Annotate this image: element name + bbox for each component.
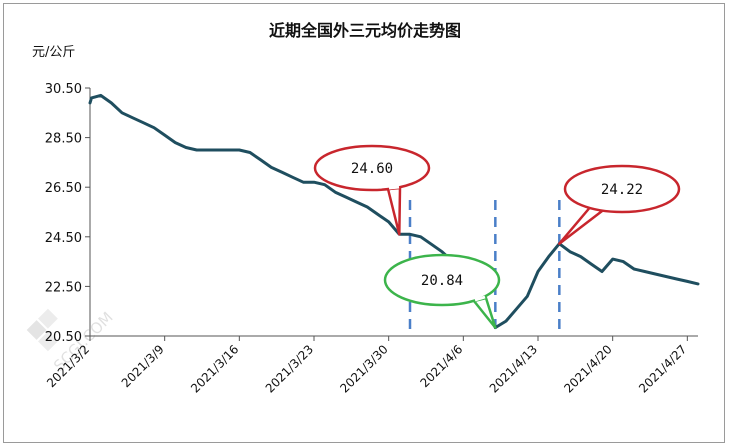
x-tick-label: 2021/4/13	[487, 342, 540, 395]
y-tick-label: 26.50	[45, 181, 82, 196]
y-tick-label: 22.50	[45, 280, 82, 295]
y-axis-unit-label: 元/公斤	[32, 45, 76, 60]
watermark-mark	[26, 320, 47, 340]
callout-seam	[592, 202, 606, 209]
y-tick-label: 28.50	[45, 132, 82, 147]
y-tick-label: 24.50	[45, 231, 82, 246]
x-tick-label: 2021/4/20	[561, 342, 614, 395]
callout-seam	[388, 185, 400, 190]
callout-value-label: 20.84	[421, 273, 463, 289]
callout-bubble	[563, 164, 681, 214]
callout-pointer	[472, 296, 497, 329]
x-tick-label: 2021/3/23	[263, 342, 316, 395]
callout-value-label: 24.22	[601, 182, 643, 198]
x-tick-label: 2021/4/27	[636, 342, 689, 395]
y-tick-label: 20.50	[45, 330, 82, 345]
callout-value-label: 24.60	[351, 161, 393, 177]
x-tick-label: 2021/4/6	[417, 342, 465, 390]
x-tick-label: 2021/3/9	[119, 342, 167, 390]
x-tick-label: 2021/3/16	[188, 342, 241, 395]
callout-seam	[474, 295, 486, 302]
chart-title: 近期全国外三元均价走势图	[268, 21, 461, 40]
callout-bubble	[383, 253, 501, 307]
callout-bubble	[313, 144, 431, 192]
chart-frame	[3, 3, 725, 443]
price-series-line	[88, 93, 700, 330]
y-tick-label: 30.50	[45, 82, 82, 97]
x-tick-label: 2021/3/30	[337, 342, 390, 395]
